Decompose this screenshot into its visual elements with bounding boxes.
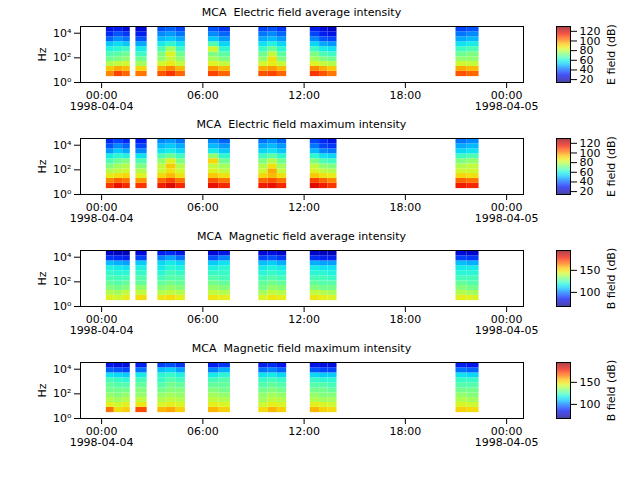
svg-text:80: 80 bbox=[579, 156, 594, 170]
svg-text:12:00: 12:00 bbox=[288, 425, 320, 438]
svg-text:B field (dB): B field (dB) bbox=[605, 248, 618, 309]
svg-text:B field (dB): B field (dB) bbox=[605, 360, 618, 421]
svg-text:E field (dB): E field (dB) bbox=[605, 136, 618, 197]
svg-text:150: 150 bbox=[580, 376, 601, 389]
svg-text:12:00: 12:00 bbox=[288, 201, 320, 214]
svg-text:150: 150 bbox=[580, 264, 601, 277]
svg-text:Hz: Hz bbox=[36, 47, 49, 61]
svg-text:12:00: 12:00 bbox=[288, 313, 320, 326]
html-text:MCA Magnetic field average int: MCA Magnetic field average intensity bbox=[197, 230, 406, 243]
svg-text:10⁴: 10⁴ bbox=[53, 27, 72, 40]
svg-text:20: 20 bbox=[579, 73, 594, 87]
svg-text:10⁰: 10⁰ bbox=[53, 76, 72, 89]
svg-text:100: 100 bbox=[580, 398, 601, 411]
svg-text:10⁰: 10⁰ bbox=[53, 188, 72, 201]
svg-text:Hz: Hz bbox=[36, 159, 49, 173]
svg-text:Hz: Hz bbox=[36, 271, 49, 285]
svg-text:06:00: 06:00 bbox=[187, 201, 219, 214]
svg-text:00:001998-04-05: 00:001998-04-05 bbox=[475, 425, 539, 449]
svg-text:00:001998-04-05: 00:001998-04-05 bbox=[475, 313, 539, 337]
svg-text:06:00: 06:00 bbox=[187, 425, 219, 438]
svg-text:00:001998-04-04: 00:001998-04-04 bbox=[70, 425, 134, 449]
svg-text:10⁴: 10⁴ bbox=[53, 139, 72, 152]
svg-text:100: 100 bbox=[579, 146, 601, 160]
svg-text:100: 100 bbox=[580, 286, 601, 299]
svg-text:120: 120 bbox=[580, 25, 601, 38]
svg-text:10²: 10² bbox=[53, 275, 71, 288]
svg-text:40: 40 bbox=[579, 175, 594, 189]
svg-text:10⁴: 10⁴ bbox=[53, 363, 72, 376]
svg-text:Hz: Hz bbox=[36, 383, 49, 397]
svg-text:12:00: 12:00 bbox=[288, 89, 320, 102]
svg-text:40: 40 bbox=[579, 63, 594, 77]
svg-text:18:00: 18:00 bbox=[390, 313, 422, 326]
svg-text:100: 100 bbox=[579, 34, 601, 48]
svg-text:60: 60 bbox=[579, 53, 594, 67]
svg-text:00:001998-04-04: 00:001998-04-04 bbox=[70, 313, 134, 337]
svg-text:18:00: 18:00 bbox=[390, 425, 422, 438]
svg-text:10²: 10² bbox=[53, 387, 71, 400]
svg-text:10⁰: 10⁰ bbox=[53, 300, 72, 313]
svg-text:10²: 10² bbox=[53, 51, 71, 64]
html-text:MCA Electric field average int: MCA Electric field average intensity bbox=[201, 6, 402, 19]
svg-text:00:001998-04-04: 00:001998-04-04 bbox=[70, 89, 134, 113]
svg-text:18:00: 18:00 bbox=[390, 89, 422, 102]
svg-text:00:001998-04-05: 00:001998-04-05 bbox=[475, 89, 539, 113]
html-text:MCA Magnetic field maximum int: MCA Magnetic field maximum intensity bbox=[191, 342, 412, 355]
svg-text:E field (dB): E field (dB) bbox=[605, 24, 618, 85]
html-text:MCA Electric field maximum int: MCA Electric field maximum intensity bbox=[196, 118, 407, 131]
svg-text:10⁰: 10⁰ bbox=[53, 412, 72, 425]
svg-text:18:00: 18:00 bbox=[390, 201, 422, 214]
svg-text:60: 60 bbox=[579, 165, 594, 179]
svg-text:06:00: 06:00 bbox=[187, 89, 219, 102]
svg-text:20: 20 bbox=[579, 185, 594, 199]
svg-text:10⁴: 10⁴ bbox=[53, 251, 72, 264]
svg-text:06:00: 06:00 bbox=[187, 313, 219, 326]
svg-text:10²: 10² bbox=[53, 163, 71, 176]
svg-text:00:001998-04-04: 00:001998-04-04 bbox=[70, 201, 134, 225]
svg-text:00:001998-04-05: 00:001998-04-05 bbox=[475, 201, 539, 225]
svg-text:120: 120 bbox=[580, 137, 601, 150]
svg-text:80: 80 bbox=[579, 44, 594, 58]
